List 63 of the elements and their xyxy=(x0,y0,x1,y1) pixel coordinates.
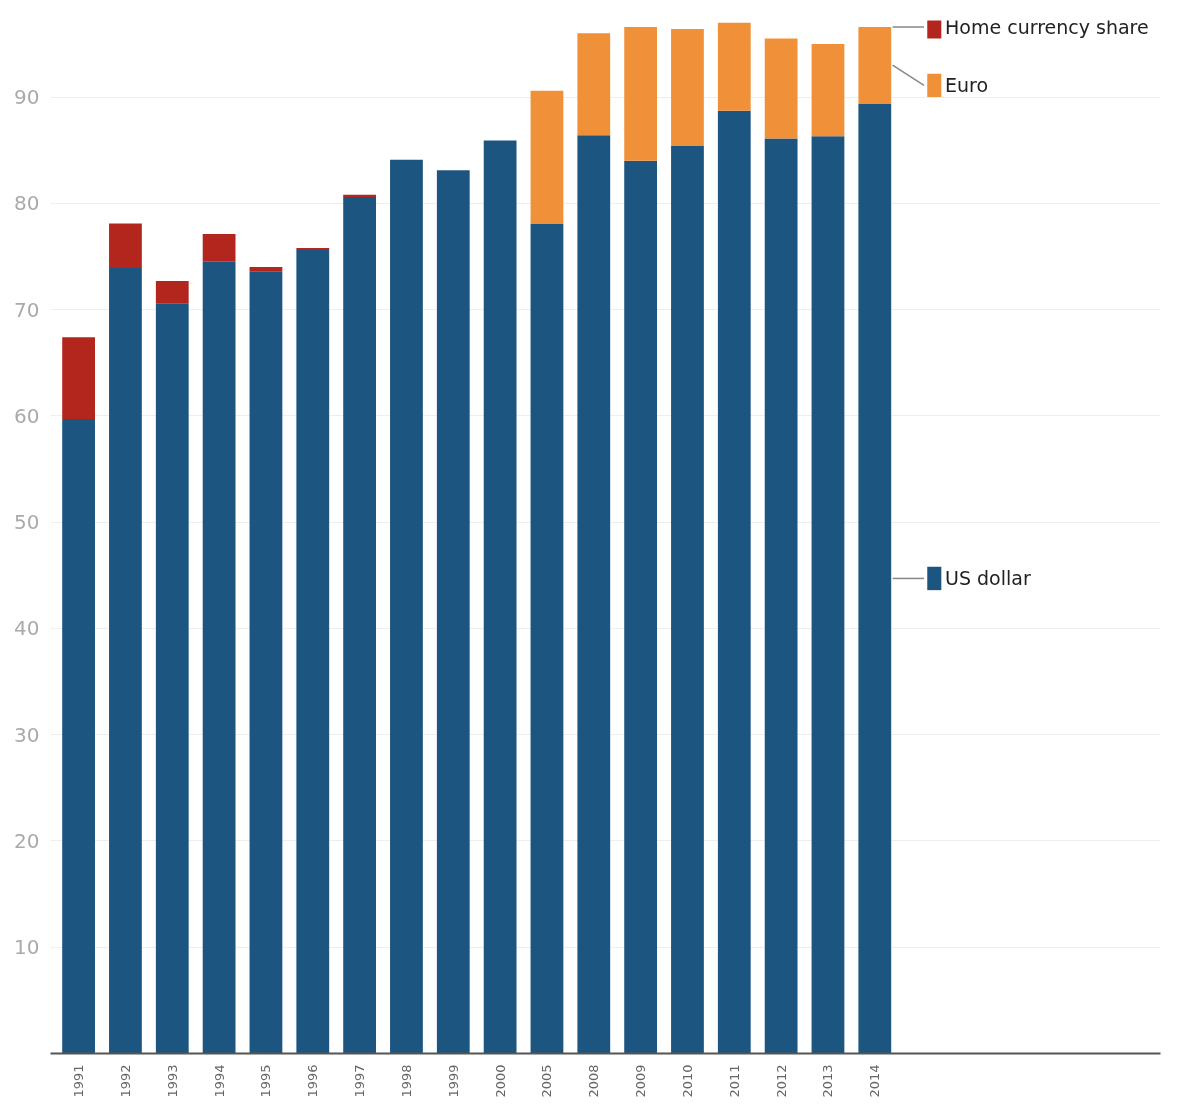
y-tick-label: 70 xyxy=(14,297,40,322)
x-tick-label: 1998 xyxy=(398,1064,414,1098)
y-tick-label: 50 xyxy=(14,510,40,535)
bar xyxy=(858,26,892,104)
bar xyxy=(624,160,658,1054)
y-tick-label: 20 xyxy=(14,828,40,853)
x-tick-label: 1999 xyxy=(445,1064,461,1098)
bar xyxy=(858,103,892,1054)
bar xyxy=(764,38,798,139)
x-tick-label: 1993 xyxy=(164,1064,180,1098)
bar xyxy=(155,303,189,1054)
x-tick-label: 2014 xyxy=(867,1064,883,1098)
bar xyxy=(717,22,751,111)
x-tick-label: 2010 xyxy=(679,1064,695,1098)
x-tick-label: 2008 xyxy=(586,1064,602,1098)
y-tick-label: 30 xyxy=(14,722,40,747)
legend-label: Home currency share xyxy=(945,15,1149,38)
bar xyxy=(530,223,564,1054)
bar xyxy=(249,267,283,272)
bar xyxy=(717,110,751,1054)
bar xyxy=(530,90,564,224)
x-tick-label: 2011 xyxy=(726,1064,742,1098)
bar xyxy=(62,419,95,1054)
bar xyxy=(390,159,423,1054)
bar xyxy=(624,26,658,161)
y-tick-label: 60 xyxy=(14,403,40,428)
y-tick-label: 40 xyxy=(14,616,40,641)
x-tick-label: 2000 xyxy=(492,1064,508,1098)
bar xyxy=(343,194,377,197)
legend-label: Euro xyxy=(945,74,989,97)
bar xyxy=(109,268,142,1054)
bar xyxy=(202,261,236,1054)
bar xyxy=(296,250,330,1054)
x-tick-label: 2013 xyxy=(820,1064,836,1098)
bar xyxy=(483,140,517,1054)
bar xyxy=(811,136,845,1054)
x-tick-label: 1996 xyxy=(305,1064,321,1098)
bar xyxy=(109,223,142,269)
x-tick-label: 1994 xyxy=(211,1064,227,1098)
y-tick-label: 90 xyxy=(14,85,40,110)
x-tick-label: 2012 xyxy=(773,1064,789,1098)
bar xyxy=(343,196,377,1054)
bar xyxy=(811,43,845,137)
bar xyxy=(671,29,704,146)
bar xyxy=(671,145,704,1054)
legend-label: US dollar xyxy=(945,567,1031,590)
bar xyxy=(202,234,236,262)
y-tick-label: 80 xyxy=(14,191,40,216)
bar xyxy=(764,138,798,1054)
x-tick-label: 1995 xyxy=(258,1064,274,1098)
bar xyxy=(155,280,189,304)
bar xyxy=(296,247,330,251)
x-tick-label: 2005 xyxy=(539,1064,555,1098)
x-tick-label: 2009 xyxy=(633,1064,649,1098)
bar xyxy=(577,135,611,1054)
y-tick-label: 10 xyxy=(14,935,40,960)
x-tick-label: 1992 xyxy=(117,1064,133,1098)
bar xyxy=(249,271,283,1054)
x-tick-label: 1997 xyxy=(352,1064,368,1098)
bar xyxy=(62,337,95,420)
bar xyxy=(577,33,611,136)
bar xyxy=(436,170,470,1054)
x-tick-label: 1991 xyxy=(71,1064,87,1098)
